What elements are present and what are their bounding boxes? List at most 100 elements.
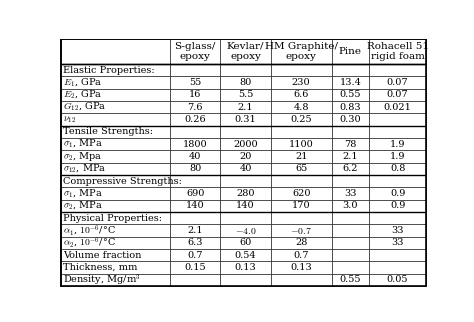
Bar <box>220 200 271 212</box>
Text: 78: 78 <box>344 140 356 148</box>
Text: 33: 33 <box>392 226 404 235</box>
Bar <box>271 101 331 113</box>
Text: $\alpha_2$, $10^{-6}$/°C: $\alpha_2$, $10^{-6}$/°C <box>64 235 116 250</box>
Bar <box>331 76 369 89</box>
Bar <box>369 224 426 237</box>
Text: 0.021: 0.021 <box>383 102 411 111</box>
Text: $\sigma_1$, MPa: $\sigma_1$, MPa <box>64 138 103 150</box>
Bar <box>271 150 331 163</box>
Bar <box>331 274 369 286</box>
Bar <box>271 175 331 187</box>
Text: 40: 40 <box>239 164 252 173</box>
Bar <box>220 249 271 261</box>
Text: 0.25: 0.25 <box>290 115 312 124</box>
Text: 140: 140 <box>186 201 205 210</box>
Text: 33: 33 <box>392 238 404 247</box>
Bar <box>369 126 426 138</box>
Bar <box>331 64 369 76</box>
Text: 1800: 1800 <box>183 140 208 148</box>
Text: 1.9: 1.9 <box>390 140 405 148</box>
Bar <box>271 224 331 237</box>
Bar <box>369 64 426 76</box>
Bar <box>331 150 369 163</box>
Bar <box>220 274 271 286</box>
Text: 0.9: 0.9 <box>390 201 405 210</box>
Bar <box>369 113 426 126</box>
Bar <box>220 212 271 224</box>
Bar <box>170 126 220 138</box>
Bar <box>220 150 271 163</box>
Text: 0.7: 0.7 <box>293 251 309 260</box>
Text: 0.8: 0.8 <box>390 164 405 173</box>
Text: Volume fraction: Volume fraction <box>64 251 142 260</box>
Bar <box>220 187 271 200</box>
Bar <box>271 249 331 261</box>
Bar <box>61 237 170 249</box>
Bar <box>369 163 426 175</box>
Bar <box>331 212 369 224</box>
Bar <box>369 187 426 200</box>
Text: 230: 230 <box>292 78 310 87</box>
Bar <box>170 101 220 113</box>
Text: Thickness, mm: Thickness, mm <box>64 263 137 272</box>
Text: $\sigma_{12}$, MPa: $\sigma_{12}$, MPa <box>64 163 107 175</box>
Text: HM Graphite/: HM Graphite/ <box>264 42 337 51</box>
Text: Density, Mg/m$^3$: Density, Mg/m$^3$ <box>64 272 141 288</box>
Bar <box>271 212 331 224</box>
Text: $-0.7$: $-0.7$ <box>290 225 312 235</box>
Bar <box>220 113 271 126</box>
Text: 6.2: 6.2 <box>343 164 358 173</box>
Bar <box>220 237 271 249</box>
Bar <box>271 138 331 150</box>
Bar <box>331 261 369 274</box>
Bar <box>271 126 331 138</box>
Text: 20: 20 <box>239 152 252 161</box>
Text: Elastic Properties:: Elastic Properties: <box>64 65 155 74</box>
Text: 620: 620 <box>292 189 310 198</box>
Bar <box>369 237 426 249</box>
Text: $\sigma_1$, MPa: $\sigma_1$, MPa <box>64 187 103 200</box>
Bar <box>369 89 426 101</box>
Bar <box>331 200 369 212</box>
Text: 33: 33 <box>344 189 356 198</box>
Bar <box>61 39 170 64</box>
Bar <box>331 101 369 113</box>
Bar <box>61 64 170 76</box>
Text: 140: 140 <box>236 201 255 210</box>
Bar <box>170 261 220 274</box>
Text: 0.55: 0.55 <box>340 90 361 99</box>
Bar <box>331 249 369 261</box>
Bar <box>170 64 220 76</box>
Text: $E_2$, GPa: $E_2$, GPa <box>64 89 102 101</box>
Bar <box>271 76 331 89</box>
Bar <box>61 224 170 237</box>
Bar <box>220 126 271 138</box>
Bar <box>170 212 220 224</box>
Text: epoxy: epoxy <box>180 52 211 62</box>
Bar <box>170 200 220 212</box>
Bar <box>369 200 426 212</box>
Bar <box>369 274 426 286</box>
Bar <box>369 138 426 150</box>
Text: 80: 80 <box>239 78 252 87</box>
Bar <box>331 237 369 249</box>
Text: Compressive Strengths:: Compressive Strengths: <box>64 177 182 185</box>
Text: 0.55: 0.55 <box>340 275 361 284</box>
Text: 0.15: 0.15 <box>184 263 206 272</box>
Text: 0.9: 0.9 <box>390 189 405 198</box>
Text: $\sigma_2$, Mpa: $\sigma_2$, Mpa <box>64 150 103 163</box>
Bar <box>220 76 271 89</box>
Bar <box>220 64 271 76</box>
Bar <box>369 150 426 163</box>
Text: 6.3: 6.3 <box>188 238 203 247</box>
Text: S-glass/: S-glass/ <box>174 42 216 51</box>
Text: 1.9: 1.9 <box>390 152 405 161</box>
Bar <box>369 39 426 64</box>
Text: 0.31: 0.31 <box>235 115 256 124</box>
Bar <box>61 89 170 101</box>
Bar <box>170 113 220 126</box>
Bar <box>61 101 170 113</box>
Bar <box>220 175 271 187</box>
Bar <box>331 163 369 175</box>
Text: $-4.0$: $-4.0$ <box>235 225 256 235</box>
